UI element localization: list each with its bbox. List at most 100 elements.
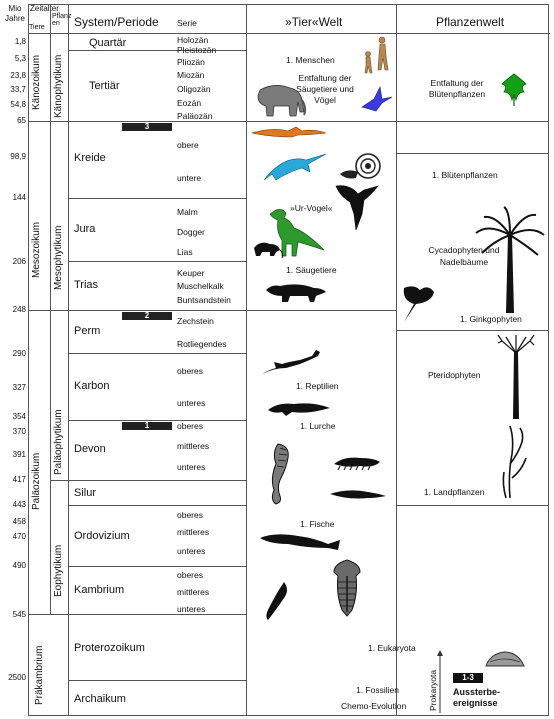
note-fossilien: 1. Fossilien	[356, 685, 399, 695]
bird-blue-icon	[361, 86, 393, 112]
series-item: Rotliegendes	[177, 339, 227, 349]
pterosaur-icon	[251, 126, 327, 138]
time-tick: 2500	[8, 673, 26, 682]
period-line-1	[68, 50, 246, 51]
series-item: mittleres	[177, 441, 210, 451]
time-tick: 443	[12, 500, 26, 509]
time-tick: 206	[12, 257, 26, 266]
note-reptilien: 1. Reptilien	[296, 381, 339, 391]
era-mesozoikum: Mesozoikum	[31, 221, 42, 278]
period-line-7	[68, 420, 246, 421]
period-line-4	[68, 261, 246, 262]
series-item: Holozän	[177, 35, 209, 45]
era-line-65	[28, 121, 68, 122]
period-line-9	[68, 505, 246, 506]
series-item: Muschelkalk	[177, 281, 224, 291]
system-jura: Jura	[74, 223, 96, 235]
period-line-8	[68, 480, 246, 481]
period-line-5	[68, 310, 246, 311]
plant-line-443	[396, 505, 548, 506]
series-item: Lias	[177, 247, 193, 257]
era-praekambrium: Präkambrium	[34, 645, 45, 705]
note-urvogel: »Ur-Vogel«	[290, 203, 333, 213]
series-item: mittleres	[177, 527, 210, 537]
note-chemo: Chemo-Evolution	[341, 701, 407, 711]
annelid-icon	[330, 490, 386, 499]
note-menschen: 1. Menschen	[286, 55, 335, 65]
time-tick: 144	[12, 193, 26, 202]
legend-badge: 1-3	[453, 673, 483, 683]
era-palaeozoikum: Paläozoikum	[31, 452, 42, 510]
plant-line-65	[396, 121, 548, 122]
era-kaenozoikum: Känozoikum	[31, 54, 42, 110]
note-bluetenpflanzen: 1. Blütenpflanzen	[432, 170, 498, 180]
millipede-icon	[334, 457, 380, 471]
time-tick: 545	[12, 610, 26, 619]
system-devon: Devon	[74, 443, 106, 455]
time-tick: 54,8	[10, 100, 26, 109]
small-mammal-icon	[254, 242, 284, 259]
time-tick: 248	[12, 305, 26, 314]
series-item: Pleistozän	[177, 45, 217, 55]
ichthyosaur-icon	[263, 153, 327, 181]
note-bluetenpflanzen-entfaltung: Entfaltung der Blütenpflanzen	[428, 78, 486, 99]
series-item: Pliozän	[177, 57, 205, 67]
reptile-icon	[262, 350, 320, 374]
note-saeuger: Entfaltung der Säugetiere und Vögel	[296, 73, 354, 105]
series-item: unteres	[177, 462, 206, 472]
era-line-545	[28, 614, 68, 615]
header-pflanzen: Pflanzen	[52, 13, 72, 27]
time-tick: 470	[12, 532, 26, 541]
system-proterozoikum: Proterozoikum	[74, 642, 145, 654]
time-tick: 490	[12, 561, 26, 570]
frame-right	[548, 4, 549, 716]
header-tiere: Tiere	[29, 24, 45, 31]
series-item: Buntsandstein	[177, 295, 231, 305]
time-tick: 98,9	[10, 152, 26, 161]
pteridophyte-tree-icon	[497, 334, 535, 419]
extinction-bar-1: 1	[122, 422, 172, 430]
frame-bottom	[28, 715, 548, 716]
divider-animals	[246, 4, 247, 716]
human-figures-icon	[364, 36, 389, 74]
divider-eras	[50, 4, 51, 614]
time-tick: 417	[12, 475, 26, 484]
system-archaikum: Archaikum	[74, 693, 126, 705]
fish-icon	[260, 534, 340, 550]
series-item: Miozän	[177, 70, 205, 80]
archaeopteryx-icon	[335, 185, 379, 231]
system-perm: Perm	[74, 325, 101, 337]
ginkgo-leaf-icon	[403, 286, 434, 322]
period-line-3	[68, 198, 246, 199]
header-serie: Serie	[177, 18, 197, 28]
period-line-6	[68, 353, 246, 354]
eurypterid-icon	[271, 443, 289, 505]
note-ginkgophyten: 1. Ginkgophyten	[460, 314, 522, 324]
series-item: unteres	[177, 398, 206, 408]
era-line-417	[50, 480, 68, 481]
period-line-2	[68, 121, 246, 122]
amphibian-icon	[268, 403, 330, 416]
frame-top	[28, 4, 548, 5]
legend-text: Aussterbe-ereignisse	[453, 687, 501, 708]
series-item: oberes	[177, 570, 203, 580]
series-item: unteres	[177, 604, 206, 614]
system-trias: Trias	[74, 279, 99, 291]
series-item: mittleres	[177, 587, 210, 597]
time-tick: 370	[12, 427, 26, 436]
series-item: Keuper	[177, 268, 205, 278]
plant-line-99	[396, 153, 548, 154]
time-tick: 5,3	[14, 54, 26, 63]
cycad-palm-icon	[475, 206, 545, 313]
period-line-10	[68, 566, 246, 567]
period-line-12	[68, 680, 246, 681]
note-cycadophyten: Cycadophyten und Nadelbäume	[428, 245, 500, 267]
series-item: oberes	[177, 366, 203, 376]
time-tick: 290	[12, 349, 26, 358]
series-item: Malm	[177, 207, 198, 217]
header-zeitalter: Zeitalter	[30, 4, 59, 13]
series-item: Oligozän	[177, 84, 211, 94]
therapsid-icon	[266, 284, 326, 302]
header-mio-jahre: Mio Jahre	[4, 4, 25, 23]
series-item: Dogger	[177, 227, 205, 237]
